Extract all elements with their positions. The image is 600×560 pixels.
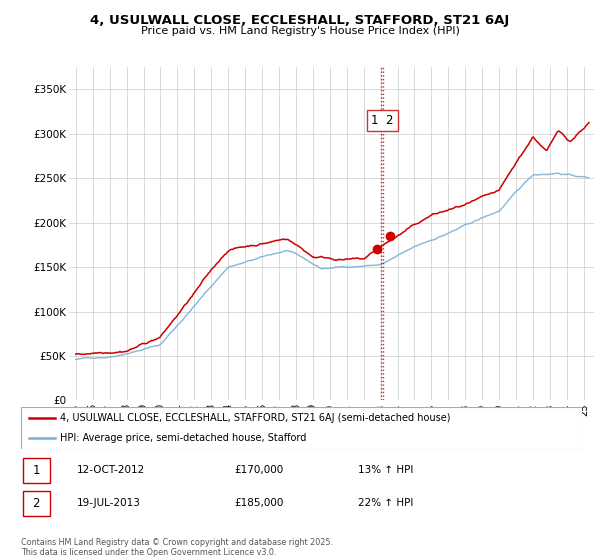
Text: £185,000: £185,000: [234, 498, 284, 508]
Text: 4, USULWALL CLOSE, ECCLESHALL, STAFFORD, ST21 6AJ (semi-detached house): 4, USULWALL CLOSE, ECCLESHALL, STAFFORD,…: [60, 413, 451, 423]
Text: 19-JUL-2013: 19-JUL-2013: [77, 498, 141, 508]
Text: 12-OCT-2012: 12-OCT-2012: [77, 465, 145, 475]
Text: Price paid vs. HM Land Registry's House Price Index (HPI): Price paid vs. HM Land Registry's House …: [140, 26, 460, 36]
Text: 4, USULWALL CLOSE, ECCLESHALL, STAFFORD, ST21 6AJ: 4, USULWALL CLOSE, ECCLESHALL, STAFFORD,…: [91, 14, 509, 27]
Text: 13% ↑ HPI: 13% ↑ HPI: [358, 465, 413, 475]
Text: £170,000: £170,000: [234, 465, 283, 475]
Text: 22% ↑ HPI: 22% ↑ HPI: [358, 498, 413, 508]
Text: 1  2: 1 2: [371, 114, 394, 127]
Text: Contains HM Land Registry data © Crown copyright and database right 2025.
This d: Contains HM Land Registry data © Crown c…: [21, 538, 333, 557]
Text: 2: 2: [32, 497, 40, 510]
Text: HPI: Average price, semi-detached house, Stafford: HPI: Average price, semi-detached house,…: [60, 433, 307, 443]
Bar: [23, 491, 50, 516]
Text: 1: 1: [32, 464, 40, 477]
Bar: [23, 458, 50, 483]
